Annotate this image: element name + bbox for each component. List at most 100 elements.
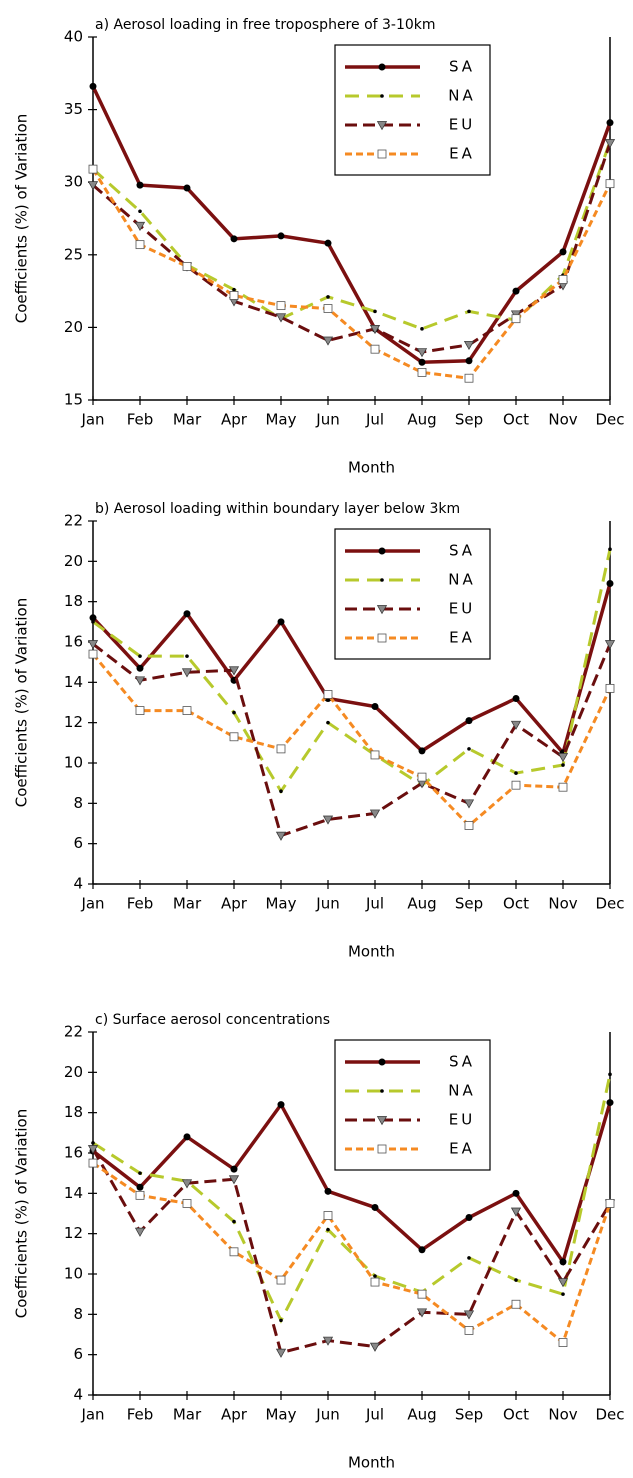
marker: [377, 633, 387, 643]
marker: [138, 654, 142, 658]
y-tick-label: 10: [64, 1265, 83, 1283]
x-tick-label: Nov: [548, 1406, 577, 1424]
chart-title: a) Aerosol loading in free troposphere o…: [95, 17, 436, 33]
marker: [135, 240, 145, 250]
y-axis-label: Coefficients (%) of Variation: [13, 1109, 31, 1319]
marker: [463, 1310, 475, 1320]
y-tick-label: 18: [64, 592, 83, 610]
marker: [182, 1199, 192, 1208]
marker: [230, 235, 238, 243]
series-line: [92, 142, 612, 354]
legend-label: SA: [449, 1053, 475, 1071]
x-axis-label: Month: [348, 459, 395, 477]
marker: [91, 620, 95, 624]
marker: [136, 181, 144, 189]
marker: [604, 139, 616, 149]
marker: [558, 782, 568, 792]
series-line: [91, 141, 612, 331]
x-tick-label: May: [265, 895, 296, 913]
marker: [279, 789, 283, 794]
marker: [606, 1099, 614, 1107]
marker: [88, 164, 98, 174]
y-tick-label: 12: [64, 713, 83, 731]
marker: [559, 248, 567, 256]
x-tick-label: Nov: [548, 411, 577, 429]
marker: [232, 1219, 236, 1224]
y-tick-label: 8: [73, 794, 83, 812]
marker: [229, 1247, 239, 1257]
y-tick-label: 30: [64, 173, 83, 191]
marker: [326, 720, 330, 725]
marker: [378, 63, 386, 71]
marker: [561, 1292, 565, 1296]
marker: [606, 119, 614, 127]
marker: [380, 578, 384, 582]
x-tick-label: Mar: [173, 895, 202, 913]
marker: [89, 82, 97, 90]
marker: [605, 683, 615, 693]
legend-label: EU: [449, 116, 475, 134]
x-tick-label: Jul: [365, 895, 384, 913]
marker: [275, 831, 287, 841]
marker: [465, 357, 473, 365]
x-tick-label: Nov: [548, 895, 577, 913]
chart-title: c) Surface aerosol concentrations: [95, 1012, 330, 1028]
marker: [418, 358, 426, 366]
marker: [417, 1289, 427, 1299]
y-tick-label: 25: [64, 245, 83, 263]
marker: [136, 664, 144, 672]
y-axis-label: Coefficients (%) of Variation: [13, 598, 31, 808]
marker: [605, 1199, 615, 1208]
series-line: [92, 548, 612, 795]
marker: [182, 262, 192, 271]
marker: [464, 1326, 474, 1335]
y-tick-label: 12: [64, 1224, 83, 1242]
marker: [510, 720, 522, 730]
marker: [229, 291, 239, 300]
y-tick-label: 14: [64, 673, 83, 691]
marker: [418, 747, 426, 755]
legend-label: EA: [449, 629, 475, 647]
marker: [463, 799, 475, 809]
x-tick-label: Jan: [80, 1406, 104, 1424]
series-line: [91, 583, 612, 757]
marker: [416, 1308, 428, 1318]
marker: [91, 1141, 95, 1145]
marker: [511, 1299, 521, 1309]
x-tick-label: Feb: [127, 1406, 154, 1424]
marker: [87, 181, 99, 191]
marker: [275, 1348, 287, 1358]
marker: [276, 744, 286, 754]
legend-label: SA: [449, 542, 475, 560]
marker: [228, 1175, 240, 1185]
marker: [557, 1278, 569, 1288]
marker: [467, 309, 471, 314]
marker: [134, 1227, 146, 1237]
x-tick-label: Aug: [407, 895, 436, 913]
marker: [138, 209, 142, 214]
x-tick-label: Apr: [221, 895, 248, 913]
x-tick-label: Feb: [127, 411, 154, 429]
x-tick-label: Oct: [503, 411, 529, 429]
marker: [371, 703, 379, 711]
marker: [373, 1274, 377, 1278]
series-line: [91, 1101, 612, 1266]
marker: [369, 325, 381, 335]
legend-label: NA: [448, 571, 475, 589]
marker: [326, 295, 330, 299]
marker: [561, 763, 565, 767]
marker: [229, 732, 239, 742]
marker: [370, 750, 380, 760]
x-tick-label: Sep: [455, 411, 483, 429]
marker: [604, 640, 616, 650]
marker: [181, 668, 193, 678]
marker: [370, 344, 380, 354]
x-tick-label: Jul: [365, 1406, 384, 1424]
legend-label: EU: [449, 600, 475, 618]
marker: [322, 1336, 334, 1346]
x-tick-label: Oct: [503, 1406, 529, 1424]
marker: [230, 1165, 238, 1173]
marker: [326, 1227, 330, 1232]
marker: [87, 640, 99, 650]
marker: [465, 1214, 473, 1222]
